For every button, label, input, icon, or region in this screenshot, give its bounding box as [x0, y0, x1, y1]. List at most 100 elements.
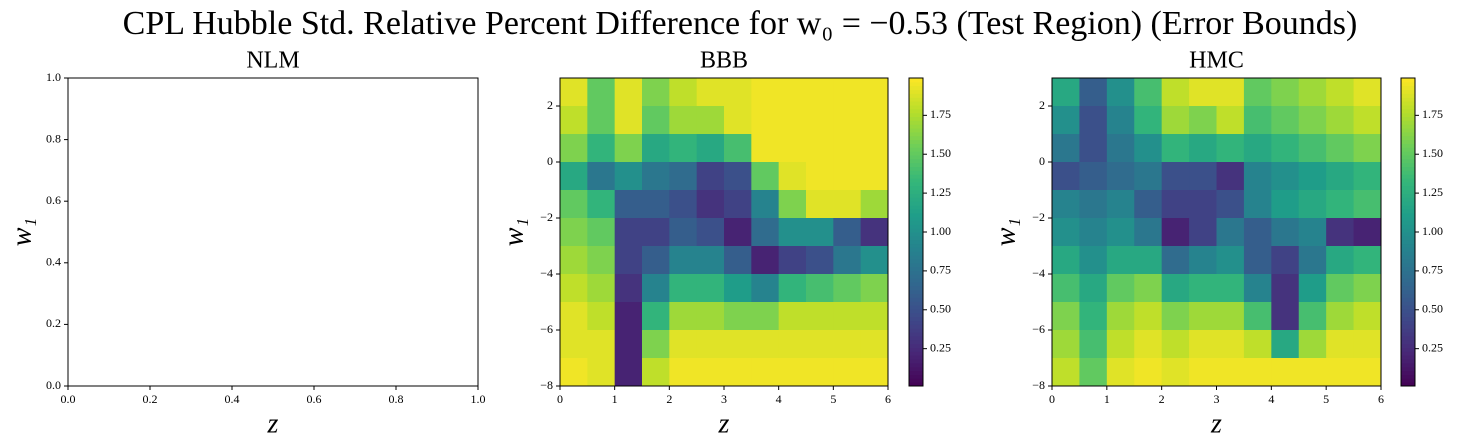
x-tick-label: 4	[776, 392, 782, 406]
heatmap-cell	[1298, 106, 1327, 135]
heatmap-cell	[1271, 358, 1300, 387]
colorbar-segment	[909, 247, 923, 252]
heatmap-cell	[587, 106, 616, 135]
colorbar-segment	[909, 332, 923, 337]
y-tick-label: 0	[1039, 154, 1045, 168]
heatmap-cell	[1326, 246, 1355, 275]
colorbar-segment	[1401, 151, 1415, 156]
colorbar-segment	[909, 181, 923, 187]
colorbar-segment	[1401, 374, 1415, 379]
colorbar-segment	[909, 243, 923, 248]
colorbar-segment	[909, 301, 923, 306]
heatmap-cell	[1189, 302, 1217, 331]
heatmap-cell	[1079, 190, 1108, 219]
heatmap-cell	[833, 106, 862, 135]
heatmap-cell	[669, 274, 698, 303]
heatmap-cell	[1243, 358, 1272, 387]
colorbar-segment	[1401, 312, 1415, 318]
colorbar-segment	[909, 128, 923, 133]
heatmap-cell	[1106, 78, 1135, 107]
colorbar-segment	[909, 81, 923, 87]
colorbar-segment	[909, 232, 923, 237]
heatmap-cell	[1216, 330, 1245, 359]
colorbar-segment	[1401, 81, 1415, 87]
heatmap-cell	[696, 330, 725, 359]
colorbar-segment	[909, 189, 923, 194]
colorbar-tick-label: 1.25	[1422, 185, 1443, 199]
heatmap-cell	[1161, 330, 1190, 359]
colorbar-segment	[909, 158, 923, 164]
heatmap-cell	[860, 358, 889, 387]
heatmap-cell	[1353, 134, 1382, 163]
heatmap-cell	[833, 162, 862, 191]
heatmap-cell	[587, 302, 616, 331]
heatmap-cell	[1106, 358, 1135, 387]
y-tick-label: −8	[540, 378, 553, 392]
heatmap-cell	[1326, 162, 1355, 191]
heatmap-cell	[1161, 358, 1190, 387]
colorbar-segment	[909, 201, 923, 206]
heatmap-cell	[1243, 246, 1272, 275]
colorbar-segment	[1401, 351, 1415, 356]
heatmap-cell	[1134, 274, 1163, 303]
heatmap-cell	[1216, 246, 1245, 275]
y-tick-label: 0.4	[46, 255, 61, 269]
heatmap-cell	[724, 78, 752, 107]
colorbar-tick-label: 1.50	[930, 146, 951, 160]
colorbar-segment	[1401, 135, 1415, 141]
colorbar-tick-label: 1.25	[930, 185, 951, 199]
heatmap-cell	[1052, 358, 1080, 387]
colorbar-segment	[1401, 382, 1415, 387]
heatmap-cell	[1216, 218, 1245, 247]
heatmap-cell	[560, 358, 588, 387]
heatmap-cell	[614, 162, 643, 191]
colorbar-segment	[1401, 355, 1415, 360]
heatmap-cell	[587, 162, 616, 191]
heatmap-cell	[1106, 134, 1135, 163]
heatmap-cell	[1079, 302, 1108, 331]
colorbar-segment	[909, 216, 923, 221]
heatmap-cell	[1353, 358, 1382, 387]
heatmap-cell	[642, 106, 670, 135]
colorbar-segment	[909, 108, 923, 114]
colorbar-segment	[909, 359, 923, 364]
colorbar-segment	[909, 185, 923, 191]
heatmap-cell	[1271, 78, 1300, 107]
colorbar-segment	[1401, 370, 1415, 375]
heatmap-cell	[642, 134, 670, 163]
heatmap-cell	[724, 274, 752, 303]
heatmap-cell	[642, 274, 670, 303]
x-tick-label: 3	[1214, 392, 1220, 406]
colorbar-tick-label: 1.50	[1422, 146, 1443, 160]
colorbar-segment	[909, 89, 923, 94]
heatmap-cell	[1052, 134, 1080, 163]
heatmap-cell	[587, 190, 616, 219]
colorbar-segment	[909, 193, 923, 198]
colorbar-segment	[1401, 239, 1415, 245]
panel-title: NLM	[246, 48, 299, 74]
colorbar-segment	[1401, 262, 1415, 268]
y-axis-label: w₁	[498, 218, 529, 246]
heatmap-cell	[1161, 246, 1190, 275]
heatmap-cell	[1326, 106, 1355, 135]
heatmap-cell	[1189, 274, 1217, 303]
heatmap-cell	[778, 190, 807, 219]
x-tick-label: 5	[1323, 392, 1329, 406]
colorbar-segment	[1401, 278, 1415, 283]
heatmap-cell	[669, 246, 698, 275]
heatmap-cell	[642, 330, 670, 359]
heatmap-cell	[751, 218, 780, 247]
heatmap-cell	[587, 218, 616, 247]
heatmap-cell	[724, 302, 752, 331]
colorbar-segment	[1401, 166, 1415, 171]
heatmap-cell	[642, 302, 670, 331]
x-tick-label: 0.0	[61, 392, 76, 406]
colorbar-segment	[1401, 78, 1415, 83]
x-tick-label: 3	[721, 392, 727, 406]
colorbar-segment	[909, 116, 923, 121]
heatmap-cell	[1271, 106, 1300, 135]
heatmap-cell	[614, 302, 643, 331]
heatmap-cell	[1243, 190, 1272, 219]
x-tick-label: 2	[1159, 392, 1165, 406]
heatmap-cell	[1326, 190, 1355, 219]
